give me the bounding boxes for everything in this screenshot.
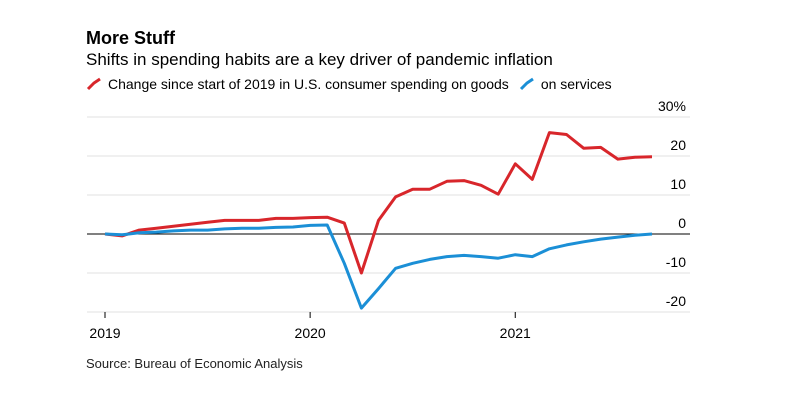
goods-line-swatch-icon <box>86 77 101 91</box>
legend: Change since start of 2019 in U.S. consu… <box>86 76 622 92</box>
y-tick-label: 20 <box>670 137 686 153</box>
legend-label-services: on services <box>540 76 612 92</box>
y-tick-label: 30% <box>658 98 686 114</box>
source-note: Source: Bureau of Economic Analysis <box>86 356 303 371</box>
y-tick-label: -10 <box>666 254 686 270</box>
services-line-swatch-icon <box>519 77 534 91</box>
chart-subtitle: Shifts in spending habits are a key driv… <box>86 50 553 69</box>
y-tick-label: -20 <box>666 293 686 309</box>
y-tick-label: 0 <box>678 215 686 231</box>
chart-title: More Stuff <box>86 28 175 48</box>
x-tick-label: 2021 <box>500 325 531 341</box>
y-tick-label: 10 <box>670 176 686 192</box>
series-line-services <box>104 223 653 310</box>
x-tick-label: 2019 <box>89 325 120 341</box>
legend-item-services: on services <box>519 76 612 92</box>
x-tick-label: 2020 <box>295 325 326 341</box>
series-line-goods <box>104 131 653 275</box>
legend-label-goods: Change since start of 2019 in U.S. consu… <box>108 76 509 92</box>
legend-item-goods: Change since start of 2019 in U.S. consu… <box>86 76 509 92</box>
